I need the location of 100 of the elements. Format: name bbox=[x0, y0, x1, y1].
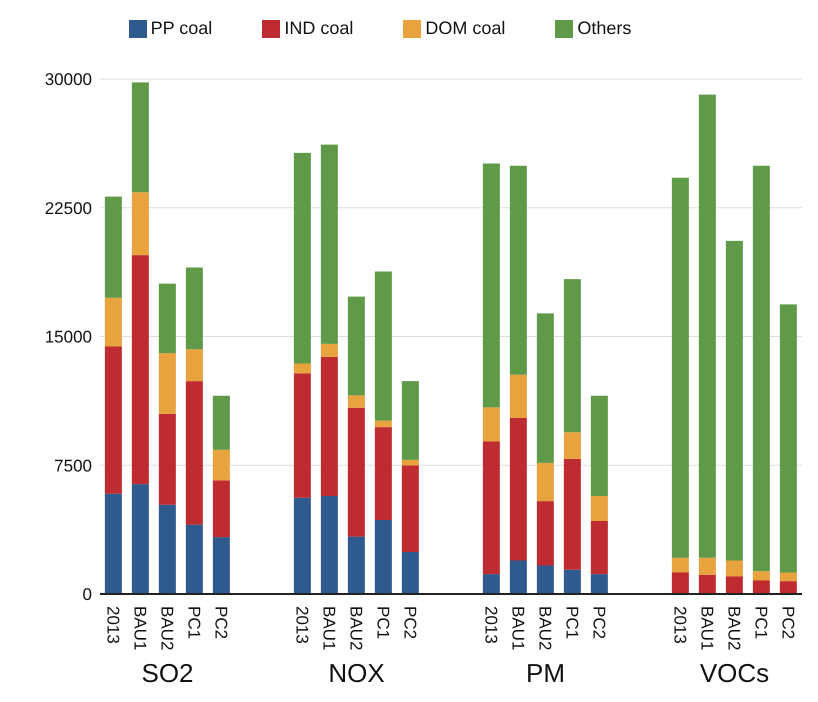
bar bbox=[590, 496, 608, 522]
x-tick-label: BAU1 bbox=[698, 606, 717, 650]
bar bbox=[564, 432, 581, 459]
x-tick-label: PC2 bbox=[400, 606, 420, 640]
bar bbox=[186, 524, 203, 594]
bar bbox=[698, 558, 716, 575]
x-tick-label: PC2 bbox=[212, 606, 231, 640]
x-tick-label: BAU2 bbox=[724, 606, 744, 650]
legend-label: IND coal bbox=[284, 18, 354, 38]
x-tick-label: 2013 bbox=[670, 606, 690, 644]
bar bbox=[294, 363, 311, 374]
x-tick-label: BAU1 bbox=[130, 606, 150, 650]
bar bbox=[186, 267, 203, 350]
text: NOX bbox=[328, 658, 385, 688]
bar bbox=[212, 396, 230, 450]
bar bbox=[348, 395, 365, 408]
bar bbox=[672, 558, 689, 573]
bar bbox=[698, 94, 716, 558]
bar bbox=[158, 353, 176, 414]
bar bbox=[320, 496, 338, 594]
y-tick-label: 0 bbox=[82, 585, 92, 604]
bar bbox=[590, 521, 608, 574]
text: VOCs bbox=[700, 658, 770, 688]
bar bbox=[672, 572, 689, 594]
bar bbox=[672, 178, 689, 558]
bar bbox=[536, 501, 554, 566]
bar bbox=[780, 572, 797, 582]
bar bbox=[104, 196, 122, 298]
bar bbox=[482, 407, 500, 442]
bar bbox=[752, 166, 770, 572]
legend-label: DOM coal bbox=[425, 18, 506, 38]
bar bbox=[780, 304, 797, 573]
x-tick-label: BAU1 bbox=[508, 606, 528, 650]
bar bbox=[510, 418, 527, 561]
bar bbox=[158, 504, 176, 594]
bar bbox=[536, 566, 554, 594]
bar bbox=[402, 460, 419, 466]
bar bbox=[132, 484, 149, 594]
x-tick-label: PC1 bbox=[184, 606, 204, 640]
bar bbox=[752, 580, 770, 594]
x-tick-label: PC2 bbox=[590, 606, 609, 640]
bar bbox=[374, 427, 392, 520]
y-tick-label: 22500 bbox=[44, 198, 92, 218]
x-tick-label: 2013 bbox=[292, 606, 312, 644]
x-tick-label: BAU2 bbox=[158, 606, 177, 650]
bar bbox=[348, 296, 365, 396]
bar bbox=[536, 462, 554, 502]
bar bbox=[510, 374, 527, 418]
bar bbox=[132, 82, 149, 192]
bar bbox=[294, 373, 311, 498]
x-tick-label: PC1 bbox=[374, 606, 393, 640]
bar bbox=[482, 574, 500, 594]
bar bbox=[780, 581, 797, 594]
bar bbox=[564, 279, 581, 432]
bar bbox=[294, 152, 311, 364]
bar bbox=[374, 520, 392, 594]
bar bbox=[212, 480, 230, 538]
legend-label: Others bbox=[577, 18, 632, 38]
bar bbox=[104, 298, 122, 346]
bar bbox=[132, 255, 149, 484]
bar bbox=[104, 494, 122, 594]
x-tick-label: PC1 bbox=[752, 606, 771, 640]
bar bbox=[320, 344, 338, 357]
bar bbox=[752, 571, 770, 580]
bar bbox=[482, 163, 500, 408]
bar bbox=[482, 442, 500, 574]
x-tick-label: BAU1 bbox=[320, 606, 339, 650]
bar bbox=[510, 560, 527, 594]
bar bbox=[510, 166, 527, 375]
bar bbox=[374, 420, 392, 428]
bar bbox=[402, 465, 419, 552]
bar bbox=[348, 536, 365, 594]
bar bbox=[402, 381, 419, 460]
bar bbox=[564, 458, 581, 570]
x-tick-label: PC1 bbox=[562, 606, 582, 640]
y-tick-label: 7500 bbox=[54, 456, 92, 476]
bar bbox=[726, 576, 743, 594]
bar bbox=[132, 192, 149, 256]
bar bbox=[698, 574, 716, 594]
x-tick-label: 2013 bbox=[104, 606, 123, 644]
x-tick-label: BAU2 bbox=[346, 606, 366, 650]
y-tick-label: 15000 bbox=[44, 328, 92, 347]
bar bbox=[212, 450, 230, 480]
bar bbox=[186, 349, 203, 382]
bar bbox=[212, 537, 230, 594]
text: PM bbox=[526, 658, 565, 688]
bar bbox=[294, 498, 311, 594]
bar bbox=[536, 313, 554, 463]
bar bbox=[348, 408, 365, 537]
legend-label: PP coal bbox=[150, 18, 212, 38]
bar bbox=[320, 356, 338, 496]
bar bbox=[726, 240, 743, 561]
bar bbox=[590, 396, 608, 496]
bar bbox=[402, 552, 419, 594]
x-tick-label: 2013 bbox=[482, 606, 501, 644]
bar bbox=[158, 414, 176, 505]
bar bbox=[104, 346, 122, 494]
bar bbox=[158, 284, 176, 354]
bar bbox=[590, 574, 608, 594]
bar bbox=[726, 560, 743, 576]
